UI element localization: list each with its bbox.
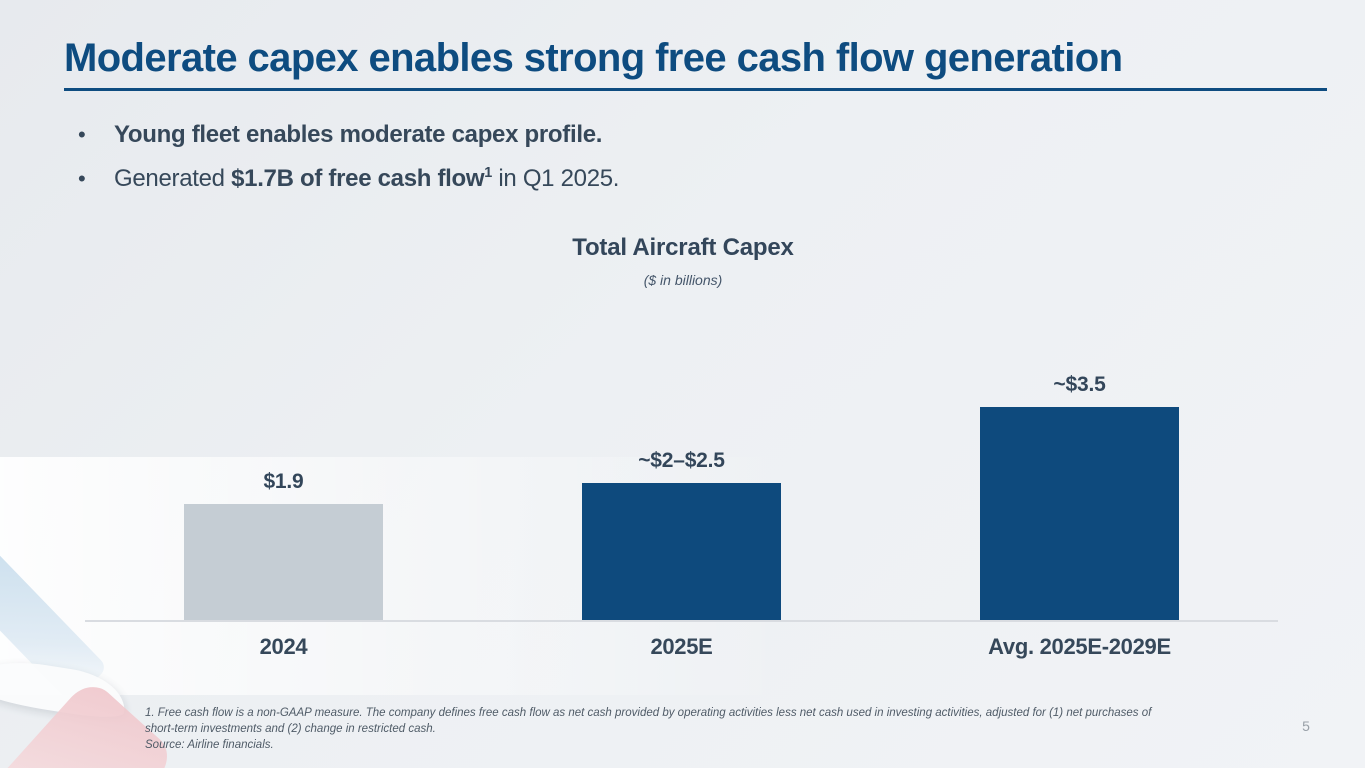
page-number: 5 xyxy=(1302,718,1310,734)
category-label: 2025E xyxy=(650,634,713,659)
bullet-bold-span: $1.7B of free cash flow xyxy=(231,165,485,192)
bullet-text: Generated $1.7B of free cash flow1 in Q1… xyxy=(114,164,619,194)
chart-title: Total Aircraft Capex xyxy=(572,234,794,261)
bar-value-label: $1.9 xyxy=(263,470,304,493)
bullet-marker: • xyxy=(78,166,86,191)
footnote-line: short-term investments and (2) change in… xyxy=(145,723,436,735)
bullet-marker: • xyxy=(78,122,86,147)
bar xyxy=(184,504,383,620)
bar-value-label: ~$3.5 xyxy=(1053,373,1106,396)
bullet-text-regular: in Q1 2025. xyxy=(492,165,620,192)
bullet-text-bold: $1.7B of free cash flow1 xyxy=(231,165,492,192)
bullet-text-bold: Young fleet enables moderate capex profi… xyxy=(114,121,602,148)
category-label: 2024 xyxy=(259,634,308,659)
footnote-reference: 1 xyxy=(484,165,492,181)
bar-group: ~$2–$2.5 xyxy=(582,300,781,620)
bar-plot: $1.9 ~$2–$2.5 ~$3.5 xyxy=(184,300,1179,620)
footnote: 1. Free cash flow is a non-GAAP measure.… xyxy=(145,705,1151,753)
source-line: Source: Airline financials. xyxy=(145,739,274,751)
chart-subtitle: ($ in billions) xyxy=(643,272,723,288)
bullet-bold-span: Young fleet enables moderate capex profi… xyxy=(114,121,603,148)
bullet-item: • Generated $1.7B of free cash flow1 in … xyxy=(78,164,619,194)
x-axis-line xyxy=(85,620,1278,622)
bullet-text: Young fleet enables moderate capex profi… xyxy=(114,120,602,150)
bar-value-label: ~$2–$2.5 xyxy=(638,449,725,472)
bullet-item: • Young fleet enables moderate capex pro… xyxy=(78,120,619,150)
footnote-line: 1. Free cash flow is a non-GAAP measure.… xyxy=(145,707,1152,719)
bar-group: ~$3.5 xyxy=(980,300,1179,620)
bar-group: $1.9 xyxy=(184,300,383,620)
bar xyxy=(980,407,1179,620)
category-label: Avg. 2025E-2029E xyxy=(988,634,1171,659)
bullet-text-regular: Generated xyxy=(114,165,232,192)
slide-title: Moderate capex enables strong free cash … xyxy=(64,36,1123,80)
bar xyxy=(582,483,781,620)
title-underline xyxy=(64,88,1327,91)
bullet-list: • Young fleet enables moderate capex pro… xyxy=(78,120,619,208)
